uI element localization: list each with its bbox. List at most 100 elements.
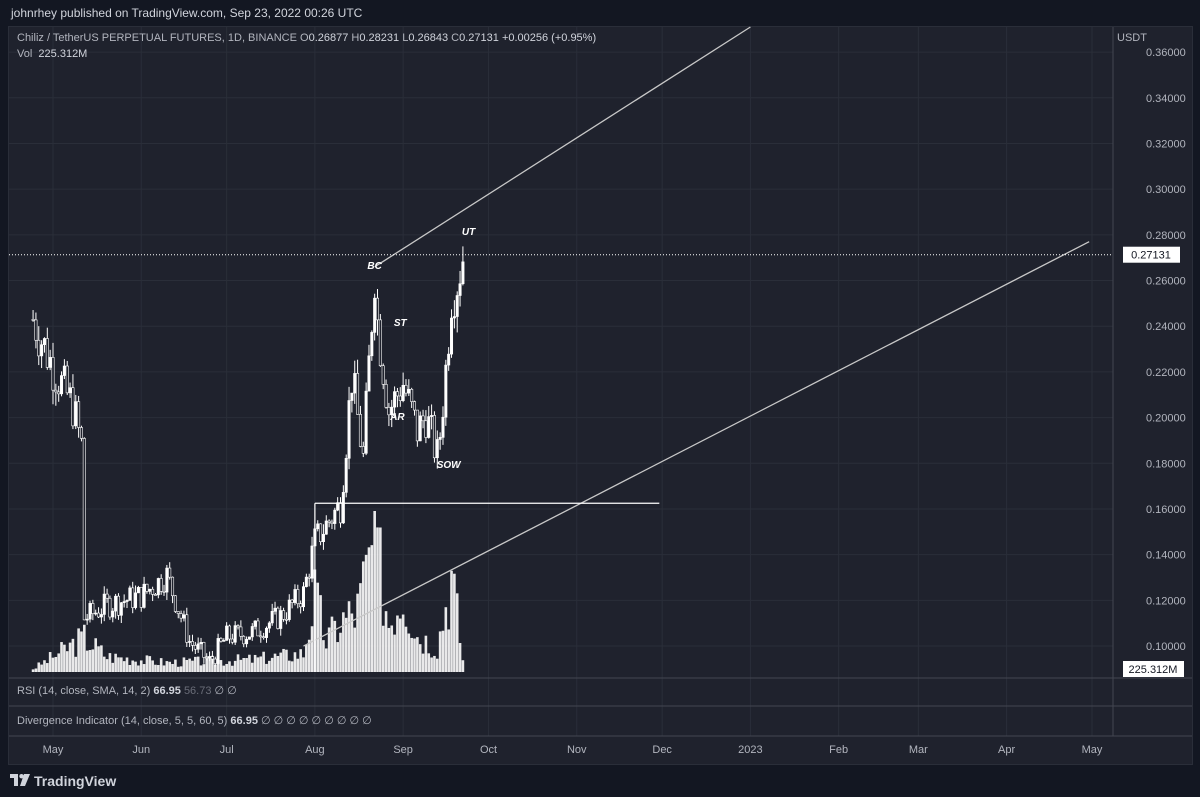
volume-bar [390,625,394,672]
candle-body [74,401,78,427]
volume-bar [54,656,58,672]
candle-body [413,401,417,411]
candle-body [54,389,58,393]
volume-bar [145,655,149,672]
candle-body [216,638,220,664]
candle-body [410,389,414,402]
candle-body [350,392,354,401]
annotation-st: ST [394,318,408,329]
volume-bar [435,658,439,672]
candle-body [176,611,180,614]
volume-bar [359,583,362,672]
candle-body [270,611,274,624]
candle-body [196,643,200,650]
candle-body [236,625,240,628]
candle-body [102,593,106,615]
candle-body [458,283,462,296]
low-label: L [402,32,409,44]
volume-bar [401,614,405,672]
candle-body [125,600,129,602]
volume-bar [316,582,320,672]
volume-bar [299,649,302,672]
volume-bar [453,573,456,672]
candle-body [253,620,257,627]
candle-body [128,587,132,601]
candle-body [341,492,345,524]
candle-body [293,589,297,603]
volume-bar [421,653,425,672]
candle-body [205,657,209,659]
candle-body [276,607,280,629]
price-tick-label: 0.36000 [1146,47,1186,59]
volume-bar [122,661,126,672]
volume-bar [250,662,254,672]
volume-bar [262,651,265,672]
volume-bar [88,650,92,672]
annotation-sow: SOW [437,460,462,471]
time-axis: May Jun Jul Aug Sep Oct Nov Dec 2023 Feb Mar Apr May [43,744,1103,756]
candle-body [45,338,49,368]
volume-bar [353,627,357,672]
candle-body [51,357,55,391]
volume-bar [188,658,191,672]
candle-body [131,587,135,608]
candle-body [376,297,380,321]
volume-bar [373,511,376,672]
volume-bar [102,656,106,672]
candle-body [57,391,61,395]
candle-body [387,406,391,416]
candle-body [202,642,206,658]
volume-bars [31,511,465,672]
candle-body [62,365,66,376]
time-tick-label: 2023 [738,744,762,756]
candle-body [452,316,456,319]
volume-bar [444,607,448,672]
last-volume-tag [1123,661,1184,677]
volume-bar [185,659,189,672]
candle-body [307,576,311,579]
candle-body [208,656,212,659]
volume-bar [350,613,354,672]
candle-body [432,415,436,459]
candle-body [213,658,217,664]
volume-bar [376,527,379,672]
volume-bar [268,660,271,672]
candle-body [77,401,81,428]
candle-body [68,387,72,394]
candle-body [333,509,337,524]
candle-body [71,387,75,427]
volume-bar [433,655,436,672]
annotation-bc: BC [367,261,382,272]
candle-body [427,416,431,438]
volume-bar [182,657,186,672]
candle-body [40,344,44,357]
volume-bar [333,620,337,672]
candle-body [85,618,89,621]
volume-bar [65,651,69,672]
volume-bar [128,664,132,672]
volume-bar [384,611,388,672]
candle-body [461,261,465,285]
volume-bar [416,637,419,672]
volume-bar [40,664,43,672]
volume-bar [233,660,237,672]
footer-bar [0,765,1200,797]
volume-bar [245,658,248,672]
candle-body [361,446,365,454]
candle-body [142,583,146,608]
volume-label: Vol [17,48,33,60]
volume-bar [216,660,220,672]
candle-body [222,640,226,642]
symbol-legend: Chiliz / TetherUS PERPETUAL FUTURES, 1D,… [17,32,596,44]
volume-bar [165,661,169,672]
volume-bar [424,635,428,672]
candle-body [250,626,254,638]
volume-bar [339,632,342,672]
volume-legend: Vol 225.312M [17,48,87,60]
candle-body [82,438,86,621]
volume-bar [205,656,209,672]
volume-bar [168,661,172,672]
candle-body [153,594,157,596]
tradingview-brand[interactable]: TradingView [10,773,116,789]
